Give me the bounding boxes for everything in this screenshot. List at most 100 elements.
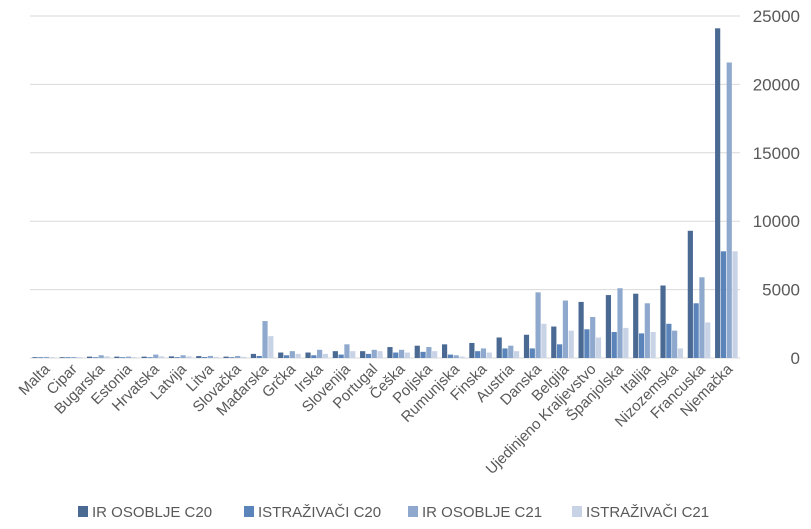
bar	[623, 327, 629, 358]
bar	[350, 351, 356, 358]
bar	[86, 356, 93, 358]
bar	[168, 356, 175, 358]
bar	[283, 355, 290, 358]
bar	[43, 356, 50, 358]
bar	[459, 356, 465, 358]
bar	[317, 349, 323, 358]
bar	[541, 323, 547, 358]
bar	[551, 326, 557, 358]
y-tick-label: 15000	[753, 144, 800, 163]
legend-swatch	[78, 506, 88, 517]
y-tick-label: 20000	[753, 75, 800, 94]
bar	[186, 356, 192, 358]
bar	[250, 353, 257, 358]
bar	[153, 354, 159, 358]
y-tick-label: 0	[791, 349, 800, 368]
bar	[180, 355, 186, 358]
bar	[584, 329, 590, 358]
bar	[229, 357, 235, 358]
bar	[486, 352, 492, 358]
bar	[332, 351, 338, 358]
y-tick-label: 25000	[753, 7, 800, 26]
bar	[720, 251, 727, 358]
bar	[92, 357, 98, 358]
bar	[196, 356, 202, 358]
y-tick-label: 10000	[753, 212, 800, 231]
bar	[595, 337, 602, 358]
bar	[568, 330, 574, 358]
bar	[223, 356, 229, 358]
bar	[125, 356, 132, 358]
bar	[732, 251, 738, 358]
bar	[404, 352, 410, 358]
bar	[677, 348, 684, 358]
bar	[557, 344, 563, 358]
bar	[344, 344, 350, 358]
bar	[453, 355, 459, 358]
bar	[158, 356, 165, 358]
bar	[305, 352, 311, 358]
bar	[666, 323, 672, 358]
bar	[174, 357, 180, 358]
bar	[213, 356, 219, 358]
bar	[633, 293, 639, 358]
bar	[414, 345, 420, 358]
bar	[611, 332, 617, 358]
bar	[578, 301, 584, 358]
legend-swatch	[572, 506, 582, 517]
bar	[32, 357, 38, 358]
bar	[393, 352, 399, 358]
bar	[371, 349, 377, 358]
legend-label: ISTRAŽIVAČI C21	[586, 504, 709, 521]
bar	[131, 357, 137, 358]
bar	[605, 295, 612, 358]
bar	[262, 321, 268, 358]
y-tick-label: 5000	[762, 281, 800, 300]
bar	[120, 357, 126, 358]
bar	[235, 355, 241, 358]
x-tick-label: Malta	[16, 360, 54, 398]
legend-label: IR OSOBLJE C21	[422, 504, 542, 521]
legend-label: IR OSOBLJE C20	[92, 504, 212, 521]
bar	[693, 303, 699, 358]
bar	[338, 354, 344, 358]
bar	[147, 357, 153, 358]
legend-swatch	[408, 506, 418, 517]
bar	[311, 355, 317, 358]
bar	[590, 316, 596, 358]
bar	[617, 288, 623, 358]
bar	[141, 356, 147, 358]
bar	[202, 357, 208, 358]
bar	[705, 322, 711, 358]
bar	[644, 303, 650, 358]
bar	[295, 353, 301, 358]
bar	[562, 300, 568, 358]
bar	[715, 28, 721, 358]
bar	[360, 351, 366, 358]
bar	[377, 351, 383, 358]
bar	[480, 348, 487, 358]
bar	[268, 336, 274, 358]
bar	[687, 230, 693, 358]
bar	[447, 354, 453, 358]
bar	[441, 344, 448, 358]
bar	[256, 355, 262, 358]
bar	[726, 62, 732, 359]
bar	[114, 356, 120, 358]
bar	[508, 345, 514, 358]
bar	[650, 332, 656, 358]
bar	[502, 348, 508, 358]
bar	[65, 357, 71, 358]
bar	[289, 351, 295, 358]
bar	[432, 351, 438, 358]
legend-label: ISTRAŽIVAČI C20	[258, 504, 381, 521]
bar	[638, 333, 645, 358]
bar	[398, 349, 405, 358]
bar	[77, 357, 83, 358]
bar	[469, 342, 475, 358]
bar	[365, 353, 372, 358]
bar	[475, 351, 481, 358]
bar	[59, 357, 65, 358]
bar	[240, 356, 247, 358]
